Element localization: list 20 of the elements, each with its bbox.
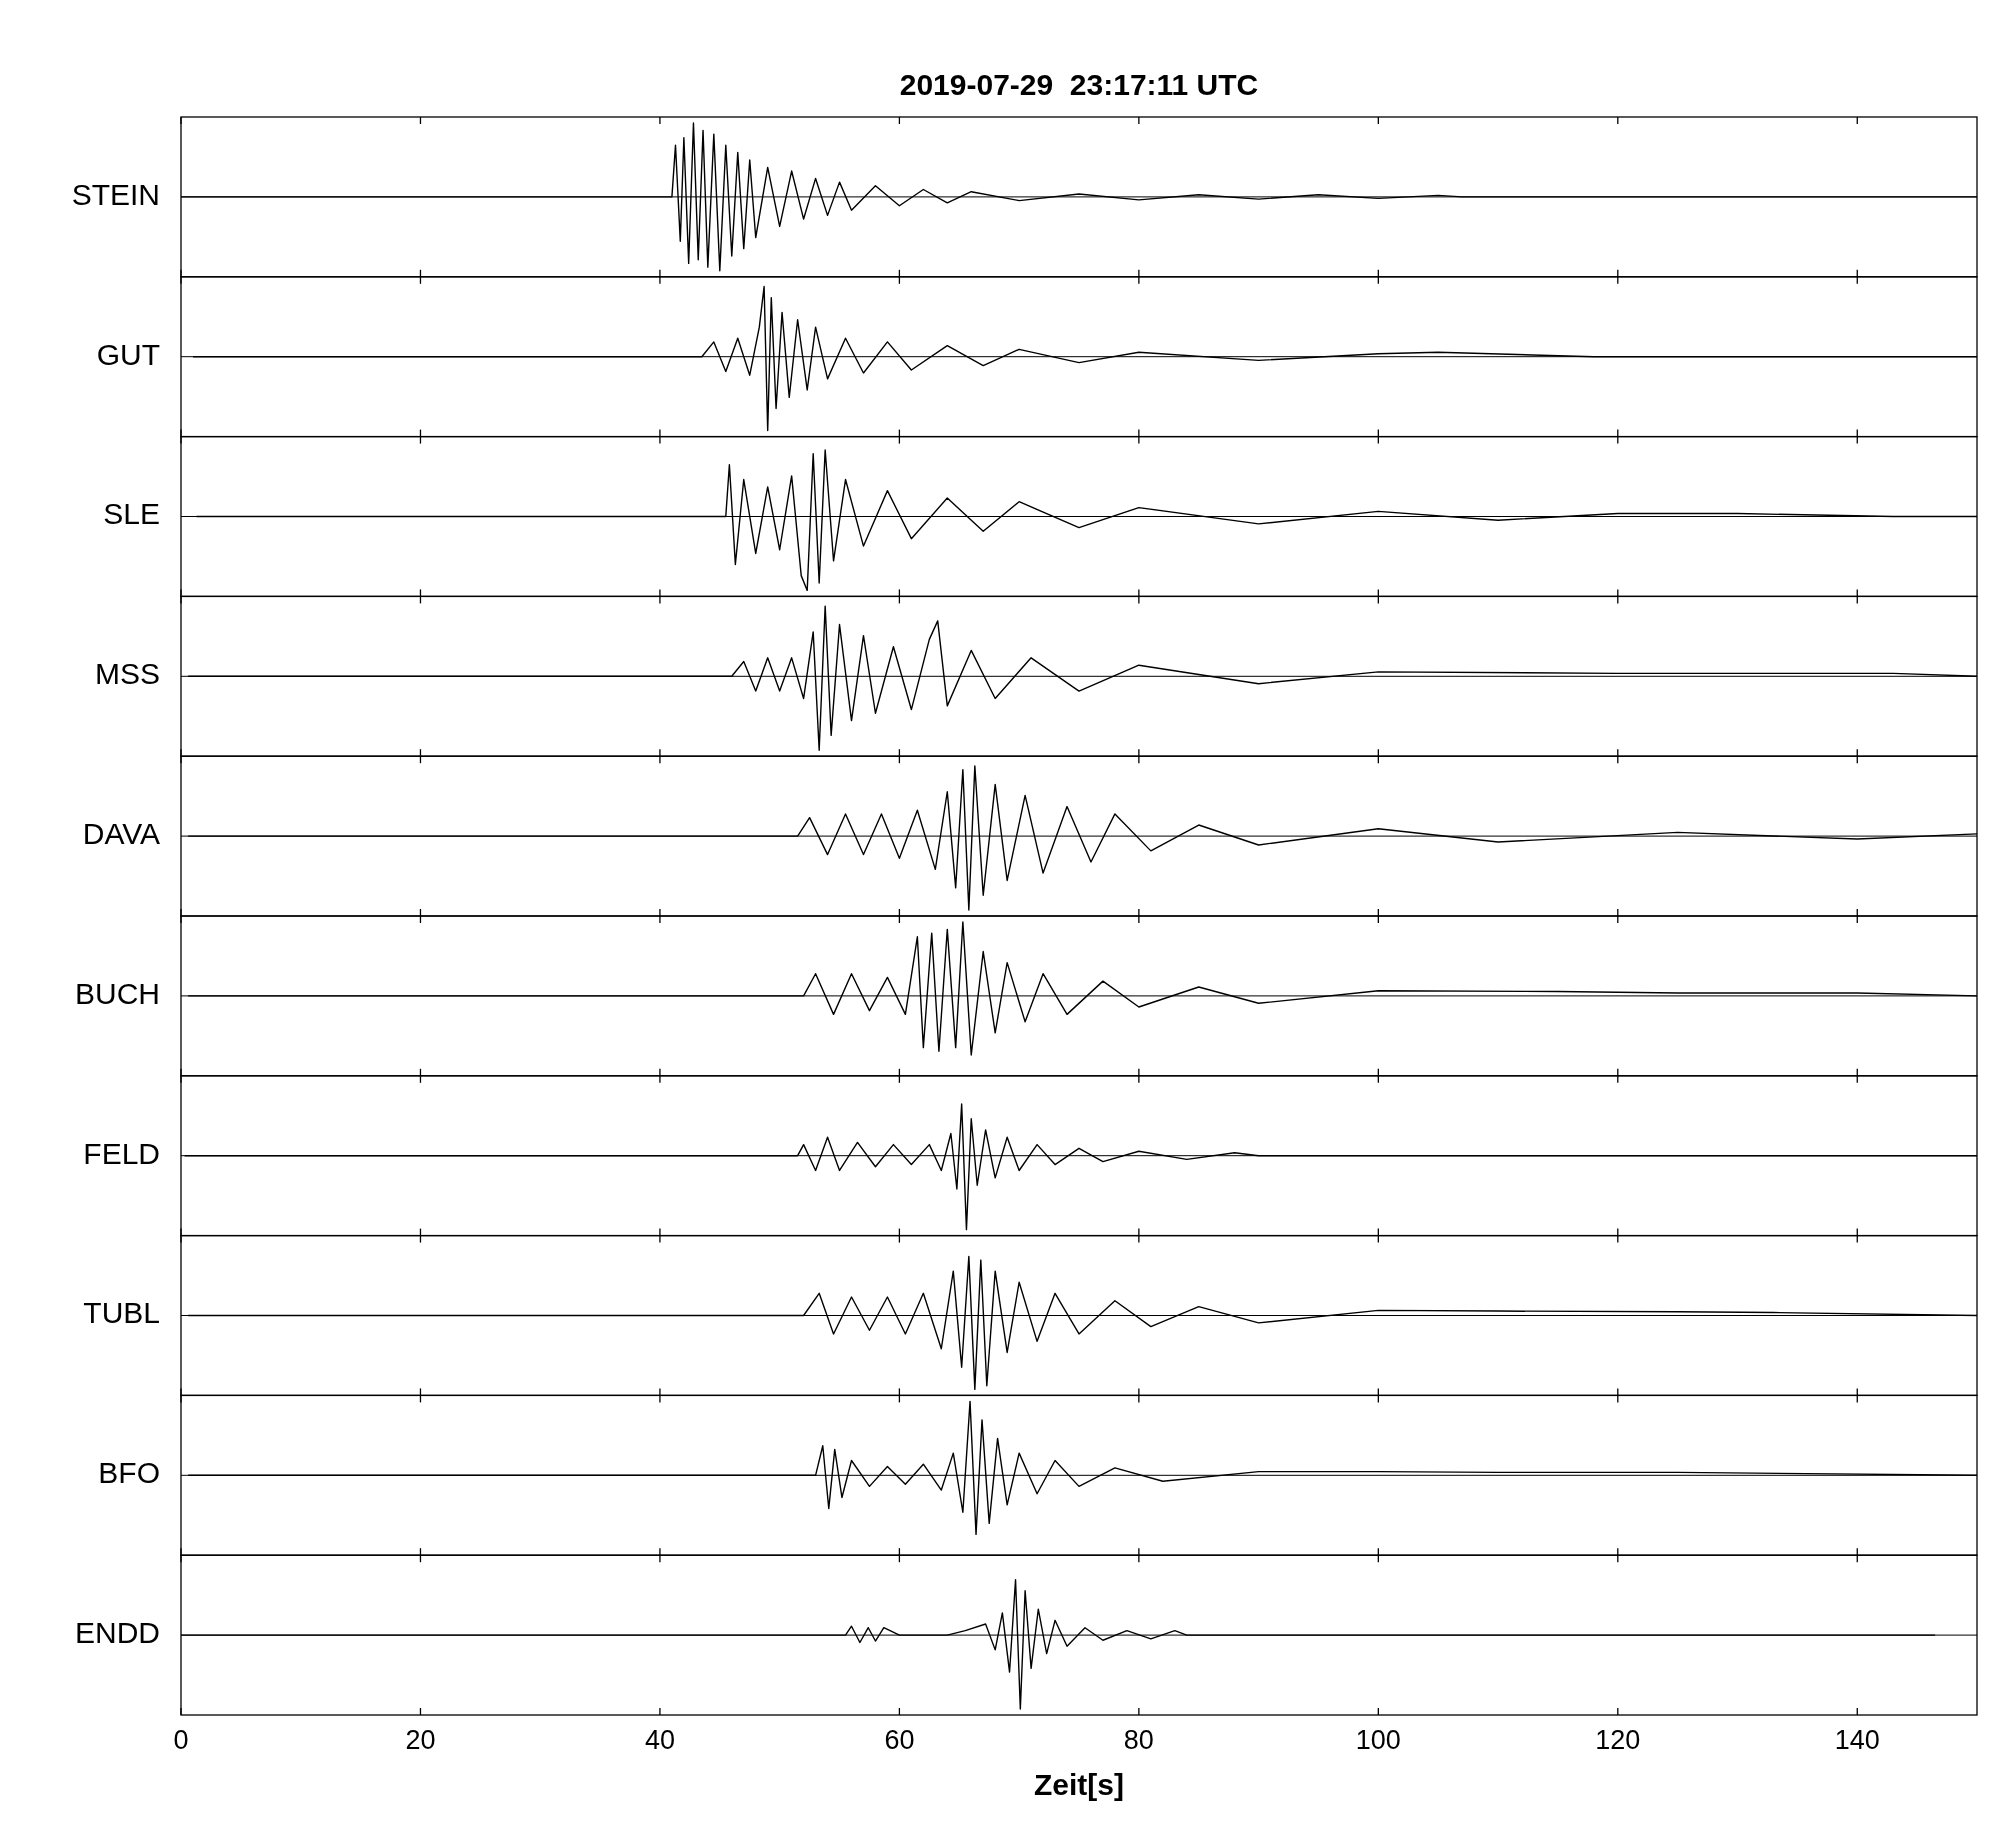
y-axis-title: DAVA bbox=[82, 817, 160, 851]
y-axis-title: BUCH bbox=[74, 976, 160, 1010]
x-tick-label: 120 bbox=[1595, 1725, 1641, 1755]
y-axis-title: SLE bbox=[103, 497, 160, 531]
y-axis-title: FELD bbox=[83, 1136, 160, 1170]
x-tick-label: 60 bbox=[884, 1725, 915, 1755]
x-tick-label: 80 bbox=[1123, 1725, 1154, 1755]
x-tick-label: 20 bbox=[405, 1725, 436, 1755]
x-tick-label: 140 bbox=[1834, 1725, 1880, 1755]
x-axis-title: Zeit[s] bbox=[1034, 1768, 1124, 1801]
chart-title: 2019-07-29 23:17:11 UTC bbox=[899, 68, 1259, 101]
y-axis-title: ENDD bbox=[74, 1616, 160, 1650]
y-axis-title: MSS bbox=[94, 657, 160, 691]
x-tick-label: 100 bbox=[1355, 1725, 1401, 1755]
x-tick-label: 40 bbox=[644, 1725, 675, 1755]
y-axis-title: BFO bbox=[98, 1456, 160, 1490]
y-axis-title: STEIN bbox=[71, 177, 160, 211]
y-axis-title: GUT bbox=[96, 337, 160, 371]
y-axis-title: TUBL bbox=[83, 1296, 160, 1330]
x-tick-label: 0 bbox=[173, 1725, 189, 1755]
